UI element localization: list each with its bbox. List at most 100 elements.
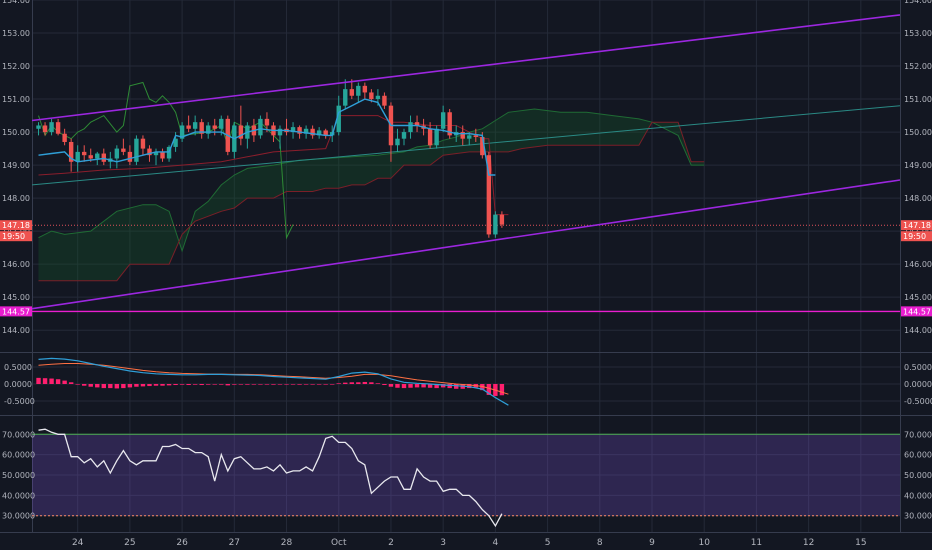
candle xyxy=(206,122,211,139)
macd-histogram-bar xyxy=(232,384,237,385)
candle-body xyxy=(460,132,465,139)
time-tick-label: 4 xyxy=(493,538,499,548)
time-tick-label: 27 xyxy=(229,538,240,548)
macd-histogram-bar xyxy=(153,384,159,386)
macd-histogram-bar xyxy=(316,384,322,385)
macd-histogram-bar xyxy=(382,384,387,386)
candle-body xyxy=(192,122,198,129)
macd-histogram-bar xyxy=(101,384,106,389)
macd-tick-label-left: 0.5000 xyxy=(4,363,32,372)
price-tick-label-left: 150.00 xyxy=(2,128,30,137)
candle xyxy=(101,148,106,166)
candle xyxy=(303,125,309,139)
candle xyxy=(68,138,74,172)
candle-body xyxy=(434,128,439,146)
candle xyxy=(401,128,407,146)
time-tick-label: 28 xyxy=(281,538,293,548)
macd-histogram-bar xyxy=(401,384,407,389)
candle-body xyxy=(486,155,492,235)
candle-body xyxy=(290,127,296,133)
support-badge: 144.57 xyxy=(0,306,32,317)
macd-histogram-bar xyxy=(238,384,244,385)
candle-body xyxy=(277,128,283,136)
macd-histogram-bar xyxy=(290,384,296,385)
macd-histogram-bar xyxy=(36,377,41,384)
price-tick-label-right: 148.00 xyxy=(904,194,932,203)
macd-histogram-bar xyxy=(303,384,309,385)
candle-body xyxy=(375,95,381,100)
candle-body xyxy=(88,155,93,159)
macd-histogram-bar xyxy=(323,384,328,385)
macd-histogram-bar xyxy=(49,378,54,384)
macd-histogram-bar xyxy=(336,383,341,384)
candle-body xyxy=(75,151,80,162)
price-tick-label-right: 146.00 xyxy=(904,260,932,269)
macd-pane xyxy=(36,357,509,406)
rsi-tick-label-left: 30.0000 xyxy=(2,512,35,521)
candle xyxy=(114,145,120,169)
macd-tick-label-left: 0.0000 xyxy=(4,380,32,389)
candle-body xyxy=(121,148,126,152)
macd-histogram-bar xyxy=(310,384,315,385)
macd-histogram-bar xyxy=(330,384,335,385)
macd-histogram-bar xyxy=(245,384,250,385)
macd-histogram-bar xyxy=(68,382,74,384)
price-tick-label-right: 145.00 xyxy=(904,293,932,302)
rsi-tick-label-right: 50.0000 xyxy=(904,471,932,480)
rsi-tick-label-right: 30.0000 xyxy=(904,512,932,521)
macd-histogram-bar xyxy=(251,384,257,385)
candle-body xyxy=(82,151,87,156)
candle xyxy=(179,122,185,142)
candle xyxy=(75,145,80,172)
macd-histogram-bar xyxy=(121,384,126,389)
candle-body xyxy=(356,85,361,96)
macd-histogram-bar xyxy=(192,384,198,385)
macd-histogram-bar xyxy=(225,384,230,386)
candle xyxy=(395,128,400,152)
candle-body xyxy=(62,133,67,142)
macd-signal-line xyxy=(38,363,509,395)
price-tick-label-right: 153.00 xyxy=(904,29,932,38)
candle xyxy=(277,125,283,149)
candle-body xyxy=(238,125,244,139)
candle xyxy=(62,128,67,146)
senkou-span-b xyxy=(38,121,705,282)
macd-histogram-bar xyxy=(421,384,426,388)
candle xyxy=(264,112,270,133)
candle xyxy=(199,118,204,139)
macd-histogram-bar xyxy=(264,384,270,385)
macd-histogram-bar xyxy=(173,384,178,386)
macd-histogram-bar xyxy=(395,384,400,388)
candle xyxy=(186,115,191,133)
time-tick-label: 9 xyxy=(649,538,655,548)
rsi-tick-label-left: 40.0000 xyxy=(2,491,35,500)
candle xyxy=(323,128,328,139)
candle-body xyxy=(212,125,217,129)
candle-body xyxy=(140,138,146,149)
price-tick-label-right: 144.00 xyxy=(904,326,932,335)
candle xyxy=(258,115,263,139)
macd-histogram-bar xyxy=(486,384,492,395)
rsi-pane xyxy=(32,428,900,528)
current-price-badge-bg xyxy=(901,220,932,231)
macd-histogram-bar xyxy=(75,384,80,385)
candle xyxy=(121,138,126,156)
macd-tick-label-right: 0.0000 xyxy=(904,380,932,389)
macd-histogram-bar xyxy=(447,384,452,389)
candle xyxy=(36,122,41,136)
price-tick-label-left: 152.00 xyxy=(2,62,30,71)
price-tick-label-left: 153.00 xyxy=(2,29,30,38)
current-price-badge: 147.18 xyxy=(0,220,32,231)
macd-tick-label-right: -0.5000 xyxy=(904,397,932,406)
channel-lower xyxy=(32,179,900,310)
candle-body xyxy=(401,132,407,139)
macd-histogram-bar xyxy=(427,384,433,388)
candle-body xyxy=(258,118,263,136)
candle-body xyxy=(362,85,368,93)
macd-histogram-bar xyxy=(212,384,217,385)
candle-body xyxy=(264,118,270,126)
candle-body xyxy=(447,112,452,136)
rsi-line xyxy=(38,428,503,528)
